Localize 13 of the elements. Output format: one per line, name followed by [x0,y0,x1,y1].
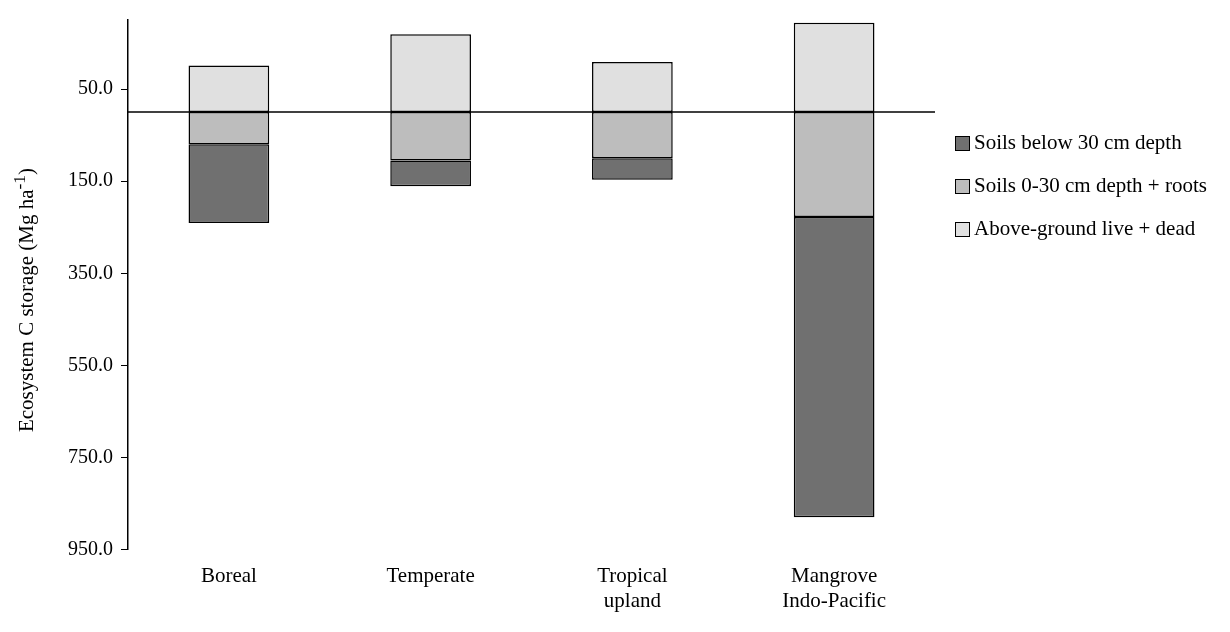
y-tick-label: 950.0 [68,536,113,559]
y-tick-label: 550.0 [68,352,113,375]
y-tick-label: 750.0 [68,444,113,467]
x-tick-label: Boreal [200,562,258,587]
y-tick-label: 50.0 [78,76,113,99]
legend-label: Above-ground live + dead [974,216,1196,241]
x-tick-label: Temperate [386,562,475,587]
x-tick-label: Tropical upland [597,562,668,612]
x-tick-label: Mangrove Indo-Pacific [782,562,887,612]
legend-label: Soils below 30 cm depth [974,130,1182,155]
legend-label: Soils 0-30 cm depth + roots [974,173,1207,198]
y-tick-label: 150.0 [68,168,113,191]
y-tick-label: 350.0 [68,260,113,283]
